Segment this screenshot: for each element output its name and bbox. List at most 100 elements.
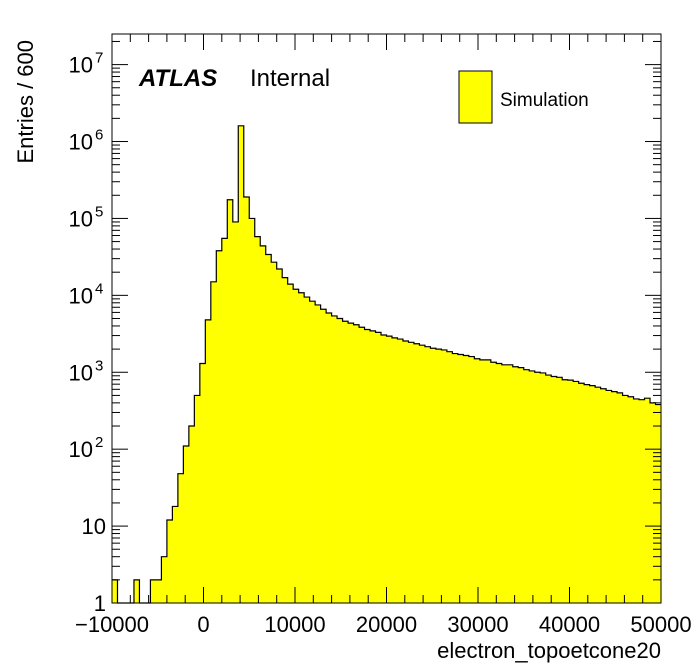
histogram-bin [298, 292, 305, 603]
histogram-bin [424, 346, 431, 603]
histogram-bin [556, 377, 563, 603]
histogram-bars [112, 125, 662, 604]
y-tick-exponent: 5 [95, 203, 103, 220]
histogram-outline [112, 125, 661, 604]
histogram-bin [326, 312, 332, 603]
histogram-bin [260, 245, 267, 603]
histogram-bin [293, 289, 299, 603]
histogram-bin [512, 366, 519, 603]
histogram-bin [238, 125, 245, 603]
histogram-bin [628, 396, 634, 603]
histogram-bin [161, 556, 168, 603]
histogram-bin [435, 349, 442, 603]
x-tick-labels: −10000 0 10000 20000 30000 40000 50000 [75, 612, 692, 637]
histogram-bin [155, 579, 162, 603]
histogram-bin [551, 376, 557, 603]
histogram-bin [452, 353, 459, 603]
y-tick-label: 10 [69, 206, 93, 231]
y-tick-label: 10 [69, 437, 93, 462]
histogram-bin [606, 390, 612, 603]
histogram-bin [496, 363, 503, 603]
histogram-bin [534, 372, 541, 603]
histogram-bin [227, 199, 234, 603]
histogram-bin [644, 398, 651, 603]
histogram-bin [507, 364, 514, 603]
histogram-bin [375, 332, 382, 603]
x-axis-title: electron_topoetcone20 [437, 638, 661, 663]
y-tick-exponent: 3 [95, 357, 103, 374]
histogram-bin [650, 402, 656, 603]
x-tick-label: 10000 [264, 612, 325, 637]
histogram-bin [617, 392, 623, 603]
histogram-bin [254, 236, 261, 603]
histogram-bin [133, 579, 140, 603]
histogram-bin [540, 372, 547, 603]
x-tick-label: 50000 [630, 612, 691, 637]
x-tick-label: 0 [197, 612, 209, 637]
histogram-bin [337, 318, 343, 603]
internal-label: Internal [250, 65, 330, 92]
histogram-bin [523, 369, 530, 603]
histogram-bin [419, 345, 426, 603]
x-tick-label: −10000 [75, 612, 149, 637]
histogram-bin [150, 579, 157, 603]
legend-label-simulation: Simulation [500, 90, 589, 111]
histogram-bin [287, 284, 294, 603]
histogram-bin [221, 238, 228, 603]
y-tick-label: 10 [69, 283, 93, 308]
histogram-bin [348, 323, 354, 603]
histogram-bin [408, 342, 415, 603]
histogram-bin [567, 380, 574, 603]
plot-frame [111, 33, 662, 604]
histogram-bin [282, 277, 288, 603]
y-tick-exponent: 7 [95, 50, 103, 67]
histogram-bin [391, 337, 398, 603]
histogram-bin [309, 301, 316, 603]
histogram-bin [584, 384, 590, 603]
histogram-bin [463, 355, 470, 603]
histogram-bin [485, 359, 492, 603]
histogram-bin [177, 473, 184, 603]
histogram-bin [518, 367, 525, 603]
histogram-bin [441, 349, 448, 603]
histogram-bin [413, 343, 420, 603]
y-axis-title: Entries / 600 [13, 40, 38, 164]
atlas-label: ATLAS [138, 65, 217, 92]
histogram-bin [490, 362, 497, 603]
histogram-bin [265, 254, 272, 603]
histogram-bin [112, 579, 118, 603]
histogram-bin [529, 370, 536, 603]
histogram-bin [359, 327, 365, 603]
y-tick-label: 10 [82, 514, 106, 539]
histogram-bin [562, 379, 568, 603]
histogram-bin [479, 359, 486, 603]
histogram-bin [210, 281, 217, 603]
histogram-bin [249, 218, 256, 604]
histogram-bin [457, 354, 464, 603]
y-tick-label: 10 [69, 130, 93, 155]
y-tick-label: 1 [94, 591, 106, 616]
legend-swatch-simulation [458, 70, 493, 124]
axis-ticks [111, 34, 662, 604]
histogram-bin [232, 221, 239, 603]
histogram-bin [304, 297, 310, 603]
histogram-bin [188, 426, 195, 603]
histogram-bin [183, 445, 190, 603]
histogram-bin [166, 519, 173, 603]
histogram-bin [545, 375, 552, 603]
histogram-bin [573, 381, 579, 603]
legend: Simulation [458, 70, 589, 124]
histogram-bin [320, 309, 327, 603]
histogram-bin [353, 324, 360, 603]
histogram-bin [430, 348, 437, 603]
histogram-bin [205, 319, 212, 603]
histogram-bin [331, 315, 338, 603]
histogram-bin [172, 506, 179, 603]
histogram-bin [271, 262, 277, 603]
histogram-bin [655, 404, 662, 603]
histogram-bin [595, 387, 601, 603]
x-tick-label: 20000 [356, 612, 417, 637]
histogram-bin [639, 399, 645, 603]
